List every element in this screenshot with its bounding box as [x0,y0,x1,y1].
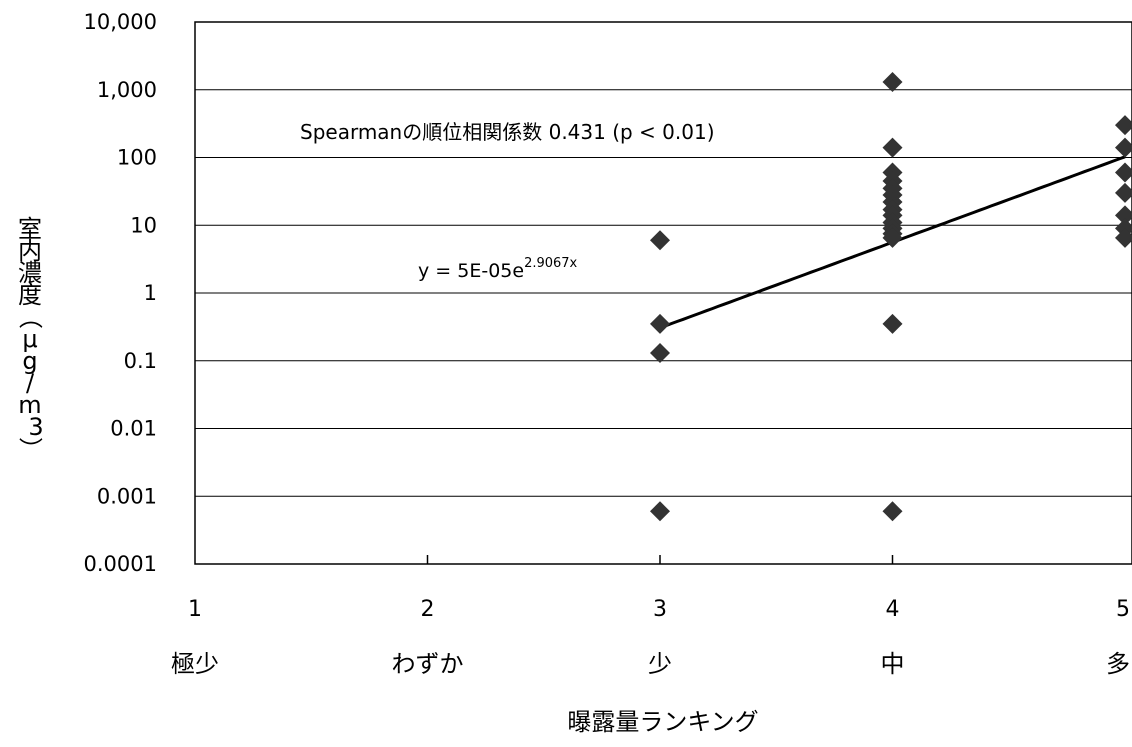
x-category-labels: 極少 わずか 少 中 多 [171,650,1130,678]
data-point [1115,182,1132,203]
y-tick-label: 1,000 [97,78,157,102]
y-axis-title-char: 室 [18,215,42,243]
y-axis-title-char: m [18,391,41,419]
data-point [882,227,903,248]
x-tick-label: 5 [1116,597,1130,622]
y-tick-label: 0.01 [110,417,157,441]
spearman-annotation: Spearmanの順位相関係数 0.431 (p < 0.01) [300,120,715,144]
data-point [650,313,670,334]
x-category-label: 中 [881,650,905,678]
data-point [882,501,903,522]
y-axis-title-char: 内 [18,237,42,265]
data-point [882,72,903,93]
x-category-label: 多 [1106,650,1130,678]
y-tick-label: 10 [130,213,157,237]
data-point [1115,162,1132,183]
y-axis-title-char: / [26,369,35,397]
data-point [1115,115,1132,136]
trendline-equation: y = 5E-05e2.9067x [418,256,578,282]
y-tick-label: 0.0001 [84,552,157,576]
x-category-label: わずか [392,650,464,678]
data-point [650,501,670,522]
data-point [882,137,903,158]
x-axis-title: 曝露量ランキング [567,708,758,736]
x-category-label: 極少 [171,650,219,678]
y-axis: 10,000 1,000 100 10 1 0.1 0.01 0.001 0.0001 [84,10,157,576]
x-category-label: 少 [648,650,672,678]
plot-area [194,21,1132,565]
y-axis-title-char: 度 [18,281,42,309]
data-point [650,343,670,364]
x-tick-label: 4 [886,597,900,622]
equation-exponent: 2.9067x [524,256,577,271]
x-axis: 1 2 3 4 5 [188,555,1130,622]
y-tick-label: 0.1 [124,349,157,373]
y-axis-title-char: 濃 [18,259,42,287]
y-axis-title-char: （ [16,305,44,329]
grid-lines [195,89,1132,497]
y-tick-label: 1 [144,281,157,305]
y-tick-label: 0.001 [97,484,157,508]
equation-base: y = 5E-05e [418,260,524,282]
data-point [882,313,903,334]
y-axis-title-char: μ [22,325,37,353]
y-axis-title-char: g [22,347,37,375]
data-point [1115,227,1132,248]
x-tick-label: 1 [188,597,202,622]
y-tick-label: 10,000 [84,10,157,34]
data-point [1115,137,1132,158]
x-tick-label: 3 [653,597,667,622]
y-tick-label: 100 [117,146,157,170]
data-point [1115,205,1132,226]
x-tick-label: 2 [421,597,435,622]
data-points [650,72,1132,522]
y-axis-title-char: 3 [28,413,43,441]
y-axis-title-char: ） [16,437,44,461]
data-point [650,230,670,251]
